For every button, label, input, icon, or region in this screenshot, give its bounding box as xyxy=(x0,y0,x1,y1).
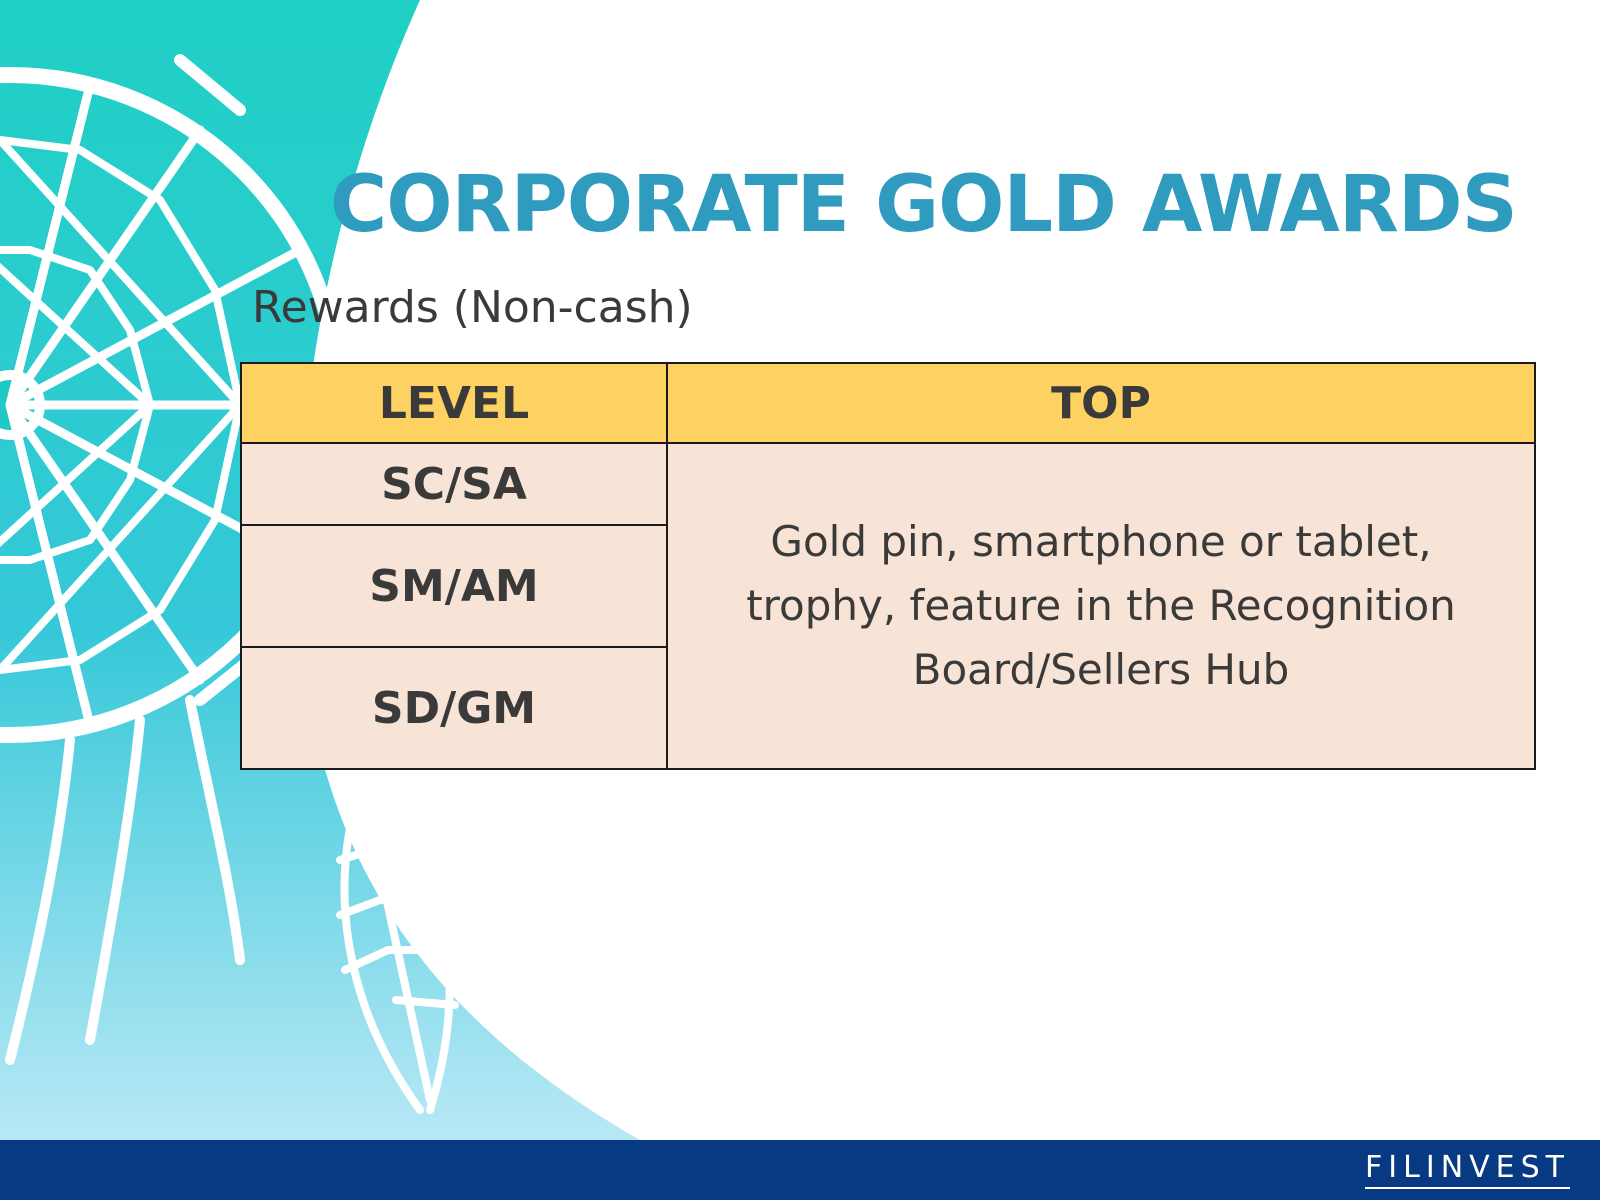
slide-subtitle: Rewards (Non-cash) xyxy=(252,282,693,333)
company-logo: FILINVEST xyxy=(1365,1150,1570,1189)
table-row: SM/AM xyxy=(240,524,1535,648)
header-top: TOP xyxy=(666,362,1536,444)
table-header-row: LEVEL TOP xyxy=(240,362,1536,444)
table-row: SD/GM xyxy=(240,646,1535,770)
level-cell: SC/SA xyxy=(240,442,668,526)
level-cell: SM/AM xyxy=(240,524,668,648)
slide-title: CORPORATE GOLD AWARDS xyxy=(330,160,1518,250)
footer-bar: FILINVEST xyxy=(0,1140,1600,1200)
table-row: SC/SA Gold pin, smartphone or tablet, tr… xyxy=(240,442,1536,770)
top-reward-cell: Gold pin, smartphone or tablet, trophy, … xyxy=(666,442,1536,770)
header-level: LEVEL xyxy=(240,362,668,444)
level-cell: SD/GM xyxy=(240,646,668,770)
rewards-table: LEVEL TOP SC/SA Gold pin, smartphone or … xyxy=(240,362,1536,770)
